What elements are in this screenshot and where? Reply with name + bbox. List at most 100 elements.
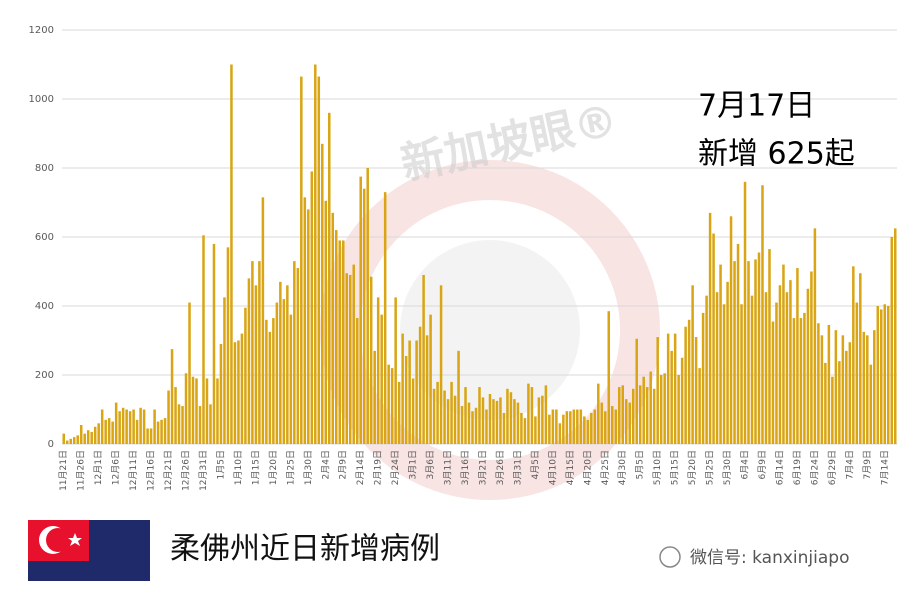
- bar: [258, 261, 261, 444]
- bar: [282, 299, 286, 444]
- bar: [600, 402, 604, 444]
- bar: [506, 388, 509, 444]
- bar: [866, 335, 869, 444]
- bar: [338, 240, 342, 444]
- bar: [383, 192, 387, 444]
- bar: [743, 181, 747, 445]
- bar: [880, 309, 883, 444]
- bar: [453, 395, 457, 444]
- bar: [750, 295, 754, 444]
- bar: [293, 261, 296, 444]
- bar: [848, 342, 852, 444]
- x-tick-label: 11月21日: [58, 450, 69, 491]
- bar: [93, 426, 97, 444]
- bar: [673, 333, 677, 444]
- bar: [778, 285, 782, 444]
- bar: [488, 393, 492, 444]
- bar: [740, 304, 743, 444]
- x-tick-label: 7月9日: [862, 450, 873, 479]
- bar: [79, 425, 83, 444]
- bar: [184, 373, 188, 444]
- bar: [436, 381, 439, 444]
- plot-area: 0 200 400 600 800 1000 1200 11月21日 11月26日 12月1日 12…: [29, 25, 897, 491]
- bar: [62, 433, 66, 444]
- bar: [460, 406, 464, 444]
- bar: [69, 438, 72, 444]
- x-tick-label: 1月20日: [268, 450, 279, 485]
- bar: [457, 350, 460, 444]
- bar: [100, 409, 104, 444]
- bar: [355, 318, 359, 444]
- bar: [572, 409, 576, 444]
- bar: [401, 333, 404, 444]
- bar: [817, 323, 820, 444]
- x-tick-label: 12月6日: [111, 450, 122, 485]
- bar: [366, 168, 369, 444]
- x-tick-label: 1月5日: [215, 450, 226, 479]
- x-tick-label: 12月11日: [128, 450, 139, 491]
- bar: [631, 388, 635, 444]
- bar: [467, 402, 471, 444]
- bar: [128, 411, 132, 444]
- bar: [446, 399, 450, 444]
- bar: [806, 288, 810, 444]
- x-tick-label: 2月9日: [338, 450, 349, 479]
- bar: [268, 331, 272, 444]
- bar: [597, 383, 600, 444]
- bar: [548, 414, 551, 444]
- bar: [726, 281, 729, 444]
- bar: [348, 274, 352, 444]
- bar: [362, 188, 366, 444]
- bar: [691, 285, 694, 444]
- bar: [722, 304, 726, 444]
- bar: [523, 418, 527, 444]
- bar: [373, 350, 376, 444]
- x-tick-label: 7月14日: [879, 450, 890, 485]
- bar: [478, 387, 481, 444]
- x-tick-label: 7月4日: [844, 450, 855, 479]
- bar: [502, 412, 506, 444]
- bar: [513, 399, 516, 444]
- bar: [286, 285, 289, 444]
- x-tick-label: 4月25日: [600, 450, 611, 485]
- bar: [471, 411, 474, 444]
- bar: [307, 209, 310, 444]
- bar: [317, 76, 321, 444]
- bar: [387, 364, 390, 444]
- x-tick-label: 2月14日: [355, 450, 366, 485]
- bar: [638, 385, 642, 444]
- bar: [604, 411, 607, 444]
- bar: [404, 356, 408, 444]
- bar: [890, 237, 894, 444]
- bar: [334, 230, 338, 444]
- bar: [820, 335, 824, 444]
- bar: [736, 243, 740, 444]
- bar: [684, 326, 687, 444]
- bar: [642, 376, 645, 444]
- bar: [520, 412, 523, 444]
- bar: [139, 407, 142, 444]
- bar: [240, 333, 244, 444]
- bar: [272, 318, 275, 444]
- bar: [729, 216, 733, 444]
- bar: [265, 319, 268, 444]
- bar: [813, 228, 817, 444]
- bar: [883, 304, 887, 444]
- bar: [873, 330, 876, 444]
- bar: [862, 331, 866, 444]
- wechat-icon: [659, 546, 681, 568]
- bar: [705, 295, 708, 444]
- bar: [216, 378, 219, 444]
- bar: [893, 228, 897, 444]
- bar: [845, 350, 848, 444]
- bar: [701, 312, 705, 444]
- x-tick-label: 12月16日: [146, 450, 157, 491]
- bar: [226, 247, 230, 444]
- bar: [569, 411, 572, 444]
- bar: [212, 243, 216, 444]
- bar: [156, 421, 160, 444]
- bar: [677, 375, 680, 444]
- x-tick-label: 3月31日: [512, 450, 523, 485]
- x-tick-label: 12月21日: [163, 450, 174, 491]
- bar: [859, 273, 862, 444]
